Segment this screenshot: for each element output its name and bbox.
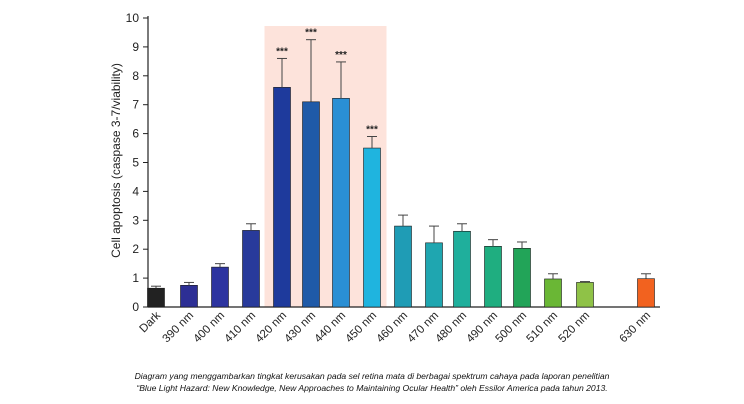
x-tick-label: Dark — [137, 309, 163, 335]
bar — [394, 225, 412, 308]
x-tick-label: 630 nm — [618, 310, 654, 346]
x-tick-label: 500 nm — [494, 310, 530, 346]
x-tick-label: 440 nm — [313, 310, 349, 346]
bar — [484, 246, 502, 308]
bar — [544, 278, 562, 308]
significance-annotation: *** — [276, 46, 288, 57]
figure-caption: Diagram yang menggambarkan tingkat kerus… — [40, 370, 704, 394]
x-tick-label: 420 nm — [254, 310, 290, 346]
bar — [180, 285, 198, 308]
bar — [147, 287, 165, 308]
x-tick-label: 520 nm — [557, 310, 593, 346]
bar — [242, 230, 260, 308]
x-tick-label: 410 nm — [223, 310, 259, 346]
x-tick-label: 480 nm — [434, 310, 470, 346]
caption-line-1: Diagram yang menggambarkan tingkat kerus… — [134, 371, 610, 381]
significance-annotation: *** — [305, 28, 317, 39]
bar — [332, 98, 350, 308]
x-tick-label: 460 nm — [375, 310, 411, 346]
y-tick-label: 10 — [126, 11, 140, 25]
x-tick-label: 430 nm — [283, 310, 319, 346]
bar — [211, 266, 229, 308]
y-tick-label: 1 — [132, 271, 139, 285]
significance-annotation: *** — [335, 50, 347, 61]
y-tick-label: 7 — [132, 98, 139, 112]
significance-annotation: *** — [366, 124, 378, 135]
x-tick-label: 510 nm — [525, 310, 561, 346]
x-tick-label: 450 nm — [344, 310, 380, 346]
bar — [637, 278, 655, 308]
y-tick-label: 6 — [132, 127, 139, 141]
y-tick-label: 3 — [132, 213, 139, 227]
y-tick-label: 9 — [132, 40, 139, 54]
y-axis-label: Cell apoptosis (caspase 3-7/viability) — [109, 63, 123, 258]
chart-svg: 0 1 2 3 4 5 6 7 8 9 10 Cell apoptosis (caspase 3-7/… — [109, 11, 660, 346]
caption-line-2: “Blue Light Hazard: New Knowledge, New A… — [136, 383, 608, 393]
bar — [302, 101, 320, 308]
bar — [425, 242, 443, 308]
x-tick-label: 390 nm — [161, 310, 197, 346]
y-tick-label: 8 — [132, 69, 139, 83]
x-tick-label: 400 nm — [192, 310, 228, 346]
y-tick-label: 5 — [132, 156, 139, 170]
bar — [576, 282, 594, 308]
bar — [363, 147, 381, 308]
y-tick-label: 0 — [132, 300, 139, 314]
y-tick-label: 2 — [132, 242, 139, 256]
bar — [513, 248, 531, 308]
bar — [453, 230, 471, 308]
x-tick-label: 490 nm — [465, 310, 501, 346]
y-tick-label: 4 — [132, 184, 139, 198]
bar — [273, 87, 291, 308]
